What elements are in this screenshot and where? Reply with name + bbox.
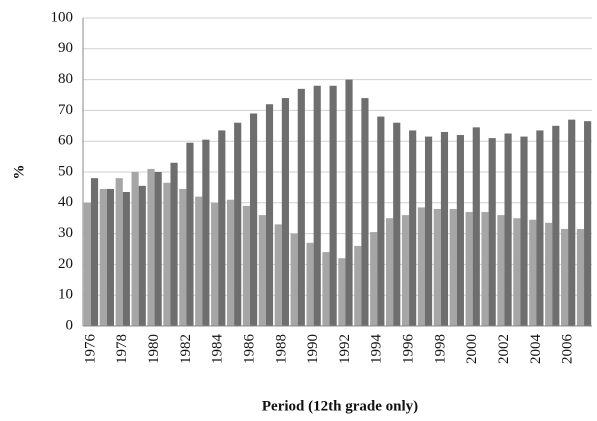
bar xyxy=(99,188,107,326)
bar xyxy=(488,138,496,326)
bar xyxy=(122,192,130,326)
bar xyxy=(226,199,235,326)
bar xyxy=(504,133,512,326)
bar xyxy=(195,196,203,326)
bar xyxy=(497,215,505,326)
bar xyxy=(401,215,410,326)
y-tick-label: 20 xyxy=(58,256,73,272)
bar xyxy=(354,245,362,326)
y-tick-label: 40 xyxy=(58,194,73,210)
x-tick-label: 1978 xyxy=(114,334,130,364)
y-tick-label: 80 xyxy=(58,71,73,87)
bar xyxy=(481,212,489,326)
x-tick-label: 2006 xyxy=(560,334,576,365)
bar xyxy=(186,142,194,326)
bar xyxy=(234,122,242,326)
bar xyxy=(361,98,369,326)
bar xyxy=(306,242,314,326)
y-tick-label: 70 xyxy=(58,102,73,118)
bar xyxy=(545,222,553,326)
y-axis-label: % xyxy=(11,165,27,180)
bar xyxy=(456,135,464,326)
bar xyxy=(409,130,417,326)
bar xyxy=(329,85,337,326)
y-tick-label: 30 xyxy=(58,225,73,241)
y-tick-label: 0 xyxy=(66,317,74,333)
bar xyxy=(417,207,425,326)
x-tick-label: 1984 xyxy=(210,334,226,365)
bar xyxy=(211,202,219,326)
bar xyxy=(274,224,282,326)
bar xyxy=(560,228,569,326)
x-tick-label: 1996 xyxy=(401,334,417,365)
x-axis-label: Period (12th grade only) xyxy=(262,398,418,414)
bar xyxy=(465,212,473,326)
y-tick-label: 50 xyxy=(58,163,73,179)
x-tick-label: 1986 xyxy=(241,334,257,365)
bar xyxy=(202,139,210,326)
bar xyxy=(576,228,585,326)
bar xyxy=(472,127,480,326)
x-tick-label: 1976 xyxy=(82,334,98,365)
bar xyxy=(115,178,123,326)
bar xyxy=(163,182,171,326)
x-tick-label: 1980 xyxy=(146,334,162,364)
bar xyxy=(154,172,162,326)
bar xyxy=(529,219,537,326)
bar xyxy=(370,232,378,326)
bar xyxy=(433,208,441,326)
x-tick-label: 2004 xyxy=(528,334,544,365)
y-tick-label: 10 xyxy=(58,287,73,303)
bar xyxy=(338,258,346,326)
bar xyxy=(440,131,449,326)
bar xyxy=(138,185,146,326)
bar xyxy=(218,130,226,326)
bar xyxy=(513,218,521,326)
bar xyxy=(377,116,385,326)
bar xyxy=(322,252,330,326)
y-tick-label: 60 xyxy=(58,133,73,149)
bar xyxy=(424,136,433,326)
bar xyxy=(552,125,560,326)
bar xyxy=(568,119,576,326)
bar xyxy=(584,121,592,327)
bar xyxy=(297,88,305,326)
bar xyxy=(250,113,258,326)
x-tick-label: 1998 xyxy=(432,334,448,364)
bar xyxy=(536,130,544,326)
bar xyxy=(520,136,528,326)
y-tick-label: 100 xyxy=(51,9,74,25)
x-tick-label: 1990 xyxy=(305,334,321,364)
bar xyxy=(281,98,289,326)
y-tick-label: 90 xyxy=(58,40,73,56)
bar xyxy=(147,168,155,326)
bar xyxy=(449,208,457,326)
x-tick-label: 1988 xyxy=(273,334,289,364)
bar xyxy=(265,104,274,327)
x-tick-label: 1992 xyxy=(337,334,353,364)
bar xyxy=(393,122,401,326)
bar xyxy=(170,162,178,326)
bar xyxy=(386,218,394,326)
bar xyxy=(90,178,99,326)
bar xyxy=(106,188,115,326)
x-tick-label: 1994 xyxy=(369,334,385,365)
bar xyxy=(242,205,251,326)
bar xyxy=(258,215,266,326)
bar xyxy=(179,188,187,326)
x-tick-label: 1982 xyxy=(178,334,194,364)
bar xyxy=(83,202,91,326)
x-tick-label: 2000 xyxy=(464,334,480,364)
bar xyxy=(131,172,139,326)
bar xyxy=(345,79,353,326)
x-tick-label: 2002 xyxy=(496,334,512,364)
bar xyxy=(313,85,321,326)
bar xyxy=(290,233,298,326)
